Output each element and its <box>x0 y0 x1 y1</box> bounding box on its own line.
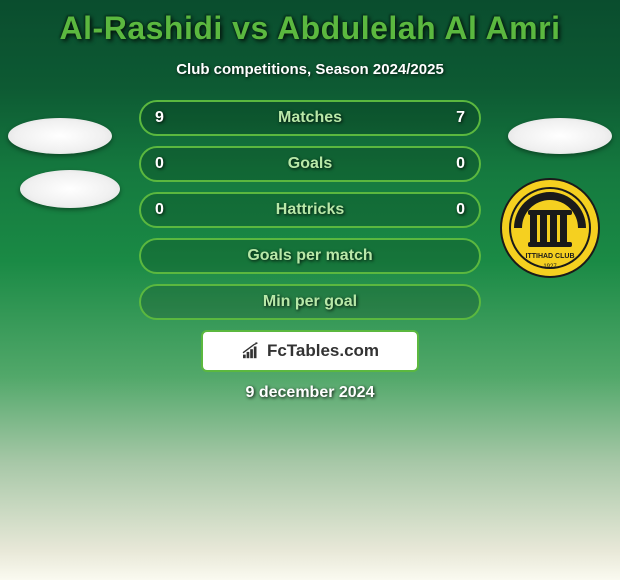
page-title: Al-Rashidi vs Abdulelah Al Amri <box>0 10 620 47</box>
stat-label: Hattricks <box>276 201 344 219</box>
stat-left-value: 0 <box>155 201 183 219</box>
stat-right-value: 0 <box>437 201 465 219</box>
stat-row-matches: 9 Matches 7 <box>139 100 481 136</box>
stat-right-value: 7 <box>437 109 465 127</box>
stat-left-value: 0 <box>155 155 183 173</box>
stat-row-hattricks: 0 Hattricks 0 <box>139 192 481 228</box>
stat-row-min-per-goal: Min per goal <box>139 284 481 320</box>
player-badge-left-2 <box>20 170 120 208</box>
player-badge-left-1 <box>8 118 112 154</box>
stat-label: Goals <box>288 155 332 173</box>
stat-row-goals-per-match: Goals per match <box>139 238 481 274</box>
player-badge-right <box>508 118 612 154</box>
stat-label: Matches <box>278 109 342 127</box>
brand-text: FcTables.com <box>267 341 379 361</box>
subtitle: Club competitions, Season 2024/2025 <box>0 61 620 78</box>
brand-badge[interactable]: FcTables.com <box>201 330 419 372</box>
stat-left-value: 9 <box>155 109 183 127</box>
stat-right-value: 0 <box>437 155 465 173</box>
stat-row-goals: 0 Goals 0 <box>139 146 481 182</box>
date-text: 9 december 2024 <box>0 384 620 402</box>
stat-label: Min per goal <box>263 293 357 311</box>
svg-text:1927: 1927 <box>543 264 557 270</box>
stat-label: Goals per match <box>247 247 372 265</box>
svg-text:ITTIHAD CLUB: ITTIHAD CLUB <box>526 253 575 260</box>
chart-icon <box>241 342 263 360</box>
club-badge-ittihad: ITTIHAD CLUB 1927 <box>500 178 600 278</box>
